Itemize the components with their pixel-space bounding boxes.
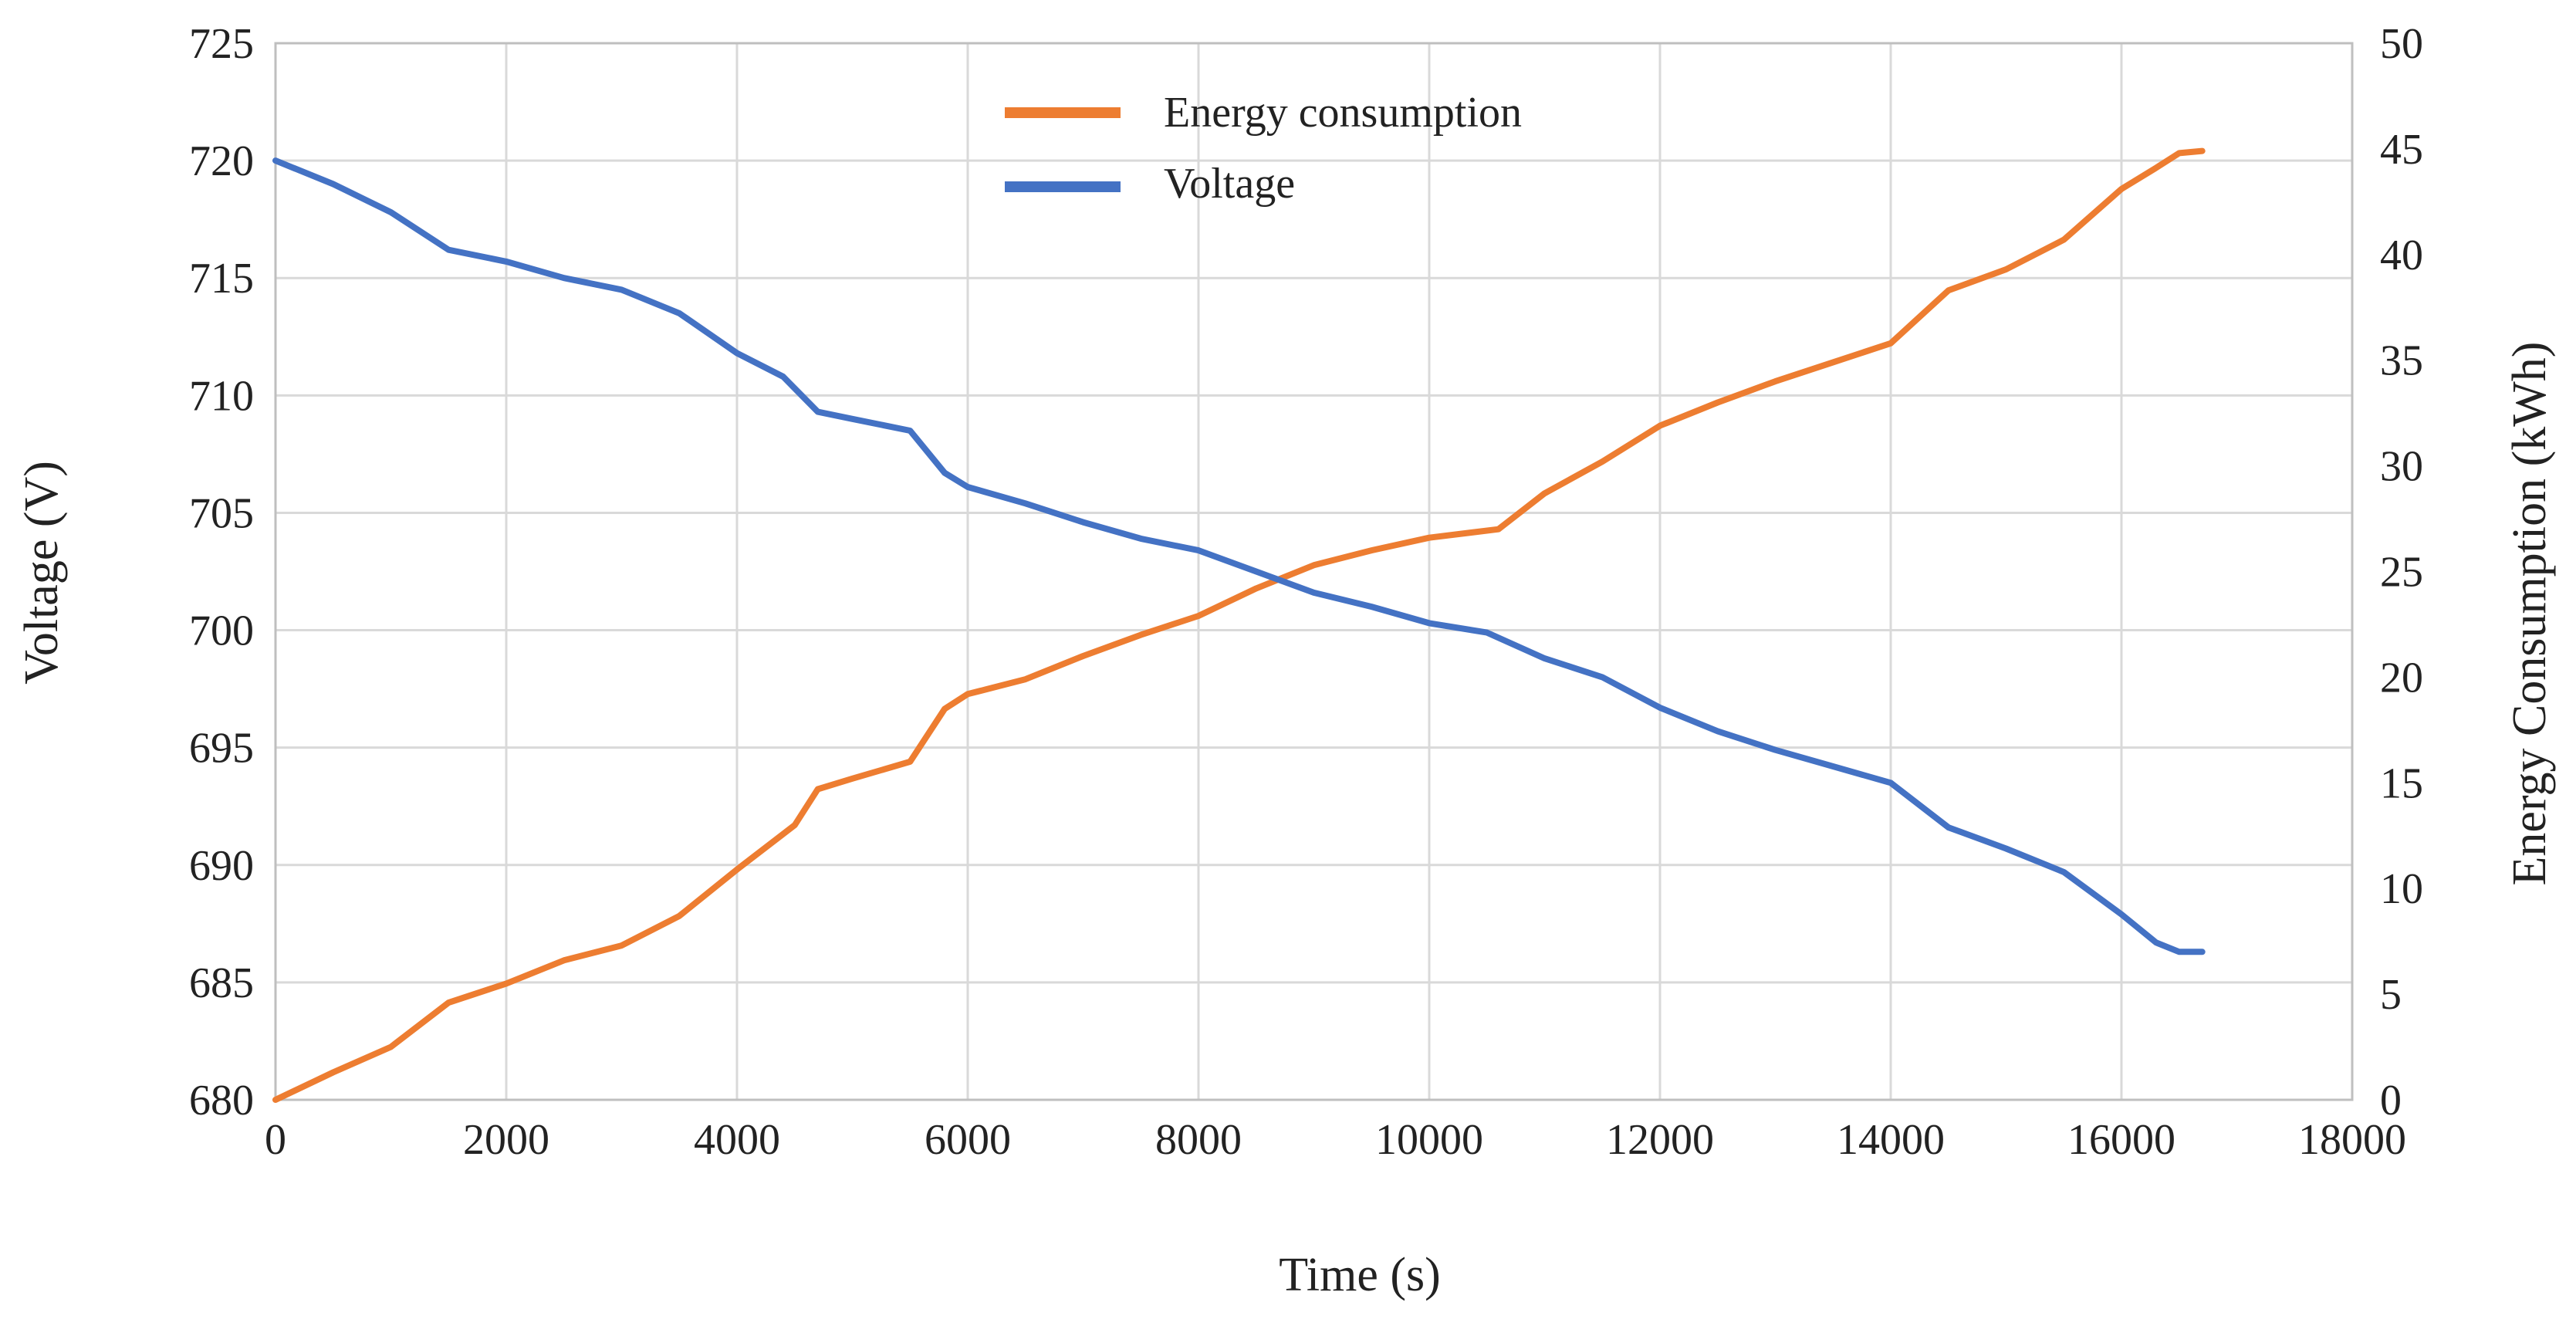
x-tick-label: 14000: [1837, 1116, 1945, 1164]
y2-tick-label: 10: [2380, 865, 2423, 913]
y2-tick-label: 35: [2380, 337, 2423, 385]
x-tick-label: 6000: [925, 1116, 1011, 1164]
y2-tick-label: 50: [2380, 20, 2423, 68]
x-tick-label: 16000: [2067, 1116, 2175, 1164]
x-tick-label: 12000: [1606, 1116, 1714, 1164]
x-tick-label: 2000: [463, 1116, 549, 1164]
tick-labels: 0 2000 4000 6000 8000 10000 12000 14000 16000 180…: [189, 20, 2423, 1164]
x-tick-label: 4000: [694, 1116, 780, 1164]
y-axis-title: Voltage (V): [15, 461, 68, 685]
y-tick-label: 710: [189, 372, 254, 420]
legend: Energy consumption Voltage: [1005, 89, 1522, 208]
series-layer: [272, 147, 2206, 1103]
gridlines: [274, 42, 2354, 1101]
y-tick-label: 685: [189, 959, 254, 1007]
y-tick-label: 695: [189, 725, 254, 773]
x-tick-label: 0: [265, 1116, 286, 1164]
series-line-voltage: [272, 157, 2206, 955]
y-tick-label: 705: [189, 489, 254, 537]
y2-axis-title: Energy Consumption (kWh): [2503, 342, 2556, 886]
y2-tick-label: 15: [2380, 759, 2423, 807]
y-tick-label: 700: [189, 607, 254, 655]
y-tick-label: 720: [189, 137, 254, 185]
plot-frame: [274, 42, 2354, 1101]
legend-label-energy: Energy consumption: [1164, 89, 1522, 137]
y-tick-label: 680: [189, 1077, 254, 1125]
x-axis-title: Time (s): [1279, 1249, 1441, 1301]
series-line-energy: [272, 147, 2206, 1103]
y2-tick-label: 25: [2380, 549, 2423, 597]
x-tick-label: 10000: [1375, 1116, 1483, 1164]
y2-tick-label: 40: [2380, 232, 2423, 279]
y2-tick-label: 30: [2380, 443, 2423, 491]
legend-label-voltage: Voltage: [1164, 160, 1295, 208]
x-tick-label: 18000: [2298, 1116, 2406, 1164]
y2-tick-label: 20: [2380, 654, 2423, 702]
y-tick-label: 690: [189, 842, 254, 890]
y-tick-label: 725: [189, 20, 254, 68]
y2-tick-label: 45: [2380, 126, 2423, 174]
x-tick-label: 8000: [1155, 1116, 1242, 1164]
y-tick-label: 715: [189, 255, 254, 303]
y2-tick-label: 0: [2380, 1077, 2402, 1125]
y2-tick-label: 5: [2380, 971, 2402, 1019]
